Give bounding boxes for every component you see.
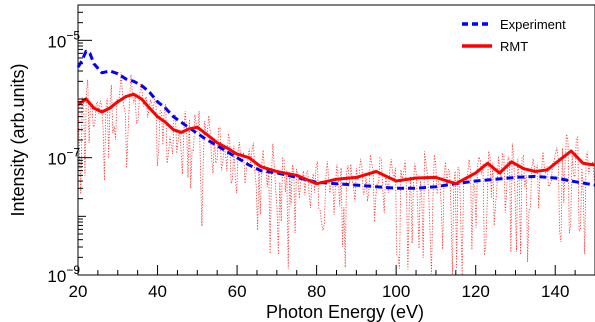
x-tick-label: 140 — [541, 282, 569, 301]
y-tick-label: 10−9 — [47, 263, 80, 286]
y-tick-label-base: 10 — [47, 32, 66, 51]
y-tick-label-base: 10 — [47, 150, 66, 169]
x-tick-label: 20 — [69, 282, 88, 301]
rmt-raw-oscillation — [77, 72, 595, 276]
x-tick-label: 40 — [148, 282, 167, 301]
x-axis-title: Photon Energy (eV) — [266, 302, 424, 322]
y-tick-label-base: 10 — [47, 267, 66, 286]
x-tick-label: 60 — [228, 282, 247, 301]
y-tick-label-exponent: −9 — [66, 263, 80, 277]
y-tick-label-exponent: −5 — [66, 28, 80, 42]
series-line-rmt — [77, 92, 595, 186]
x-tick-label: 80 — [307, 282, 326, 301]
y-axis-title: Intensity (arb.units) — [8, 63, 28, 216]
y-tick-label: 10−7 — [47, 146, 80, 169]
rmt-raw-spectrum — [77, 72, 595, 276]
series-layer — [76, 49, 595, 190]
legend-rmt-label: RMT — [500, 39, 528, 54]
legend-experiment-label: Experiment — [500, 17, 566, 32]
y-tick-label: 10−5 — [47, 28, 80, 51]
axis-ticks — [77, 4, 595, 276]
x-tick-label: 100 — [382, 282, 410, 301]
legend: Experiment RMT — [462, 17, 566, 54]
series-line-experiment — [76, 49, 595, 190]
x-tick-label: 120 — [462, 282, 490, 301]
y-tick-label-exponent: −7 — [66, 146, 80, 160]
